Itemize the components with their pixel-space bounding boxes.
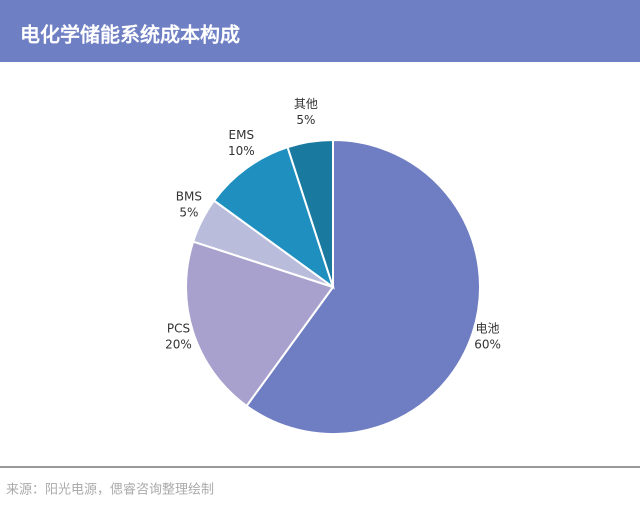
slice-label: PCS <box>167 321 190 335</box>
pie-slice <box>286 138 334 288</box>
slice-value-label: 10% <box>228 144 255 158</box>
slice-label: 其他 <box>294 97 318 111</box>
slice-value-label: 20% <box>165 337 192 351</box>
slice-value-label: 5% <box>179 205 198 219</box>
slice-label: 电池 <box>476 321 500 335</box>
slice-value-label: 60% <box>474 337 501 351</box>
slice-label: BMS <box>176 189 202 203</box>
source: 来源：阳光电源，偲睿咨询整理绘制 <box>6 483 214 498</box>
pie-slice <box>245 138 481 435</box>
title-bar <box>0 0 640 62</box>
slice-label: EMS <box>229 128 255 142</box>
pie-slice <box>212 145 335 290</box>
slice-value-label: 5% <box>296 113 315 127</box>
chart-title: 电化学储能系统成本构成 <box>20 23 240 47</box>
pie-slice <box>185 240 335 408</box>
